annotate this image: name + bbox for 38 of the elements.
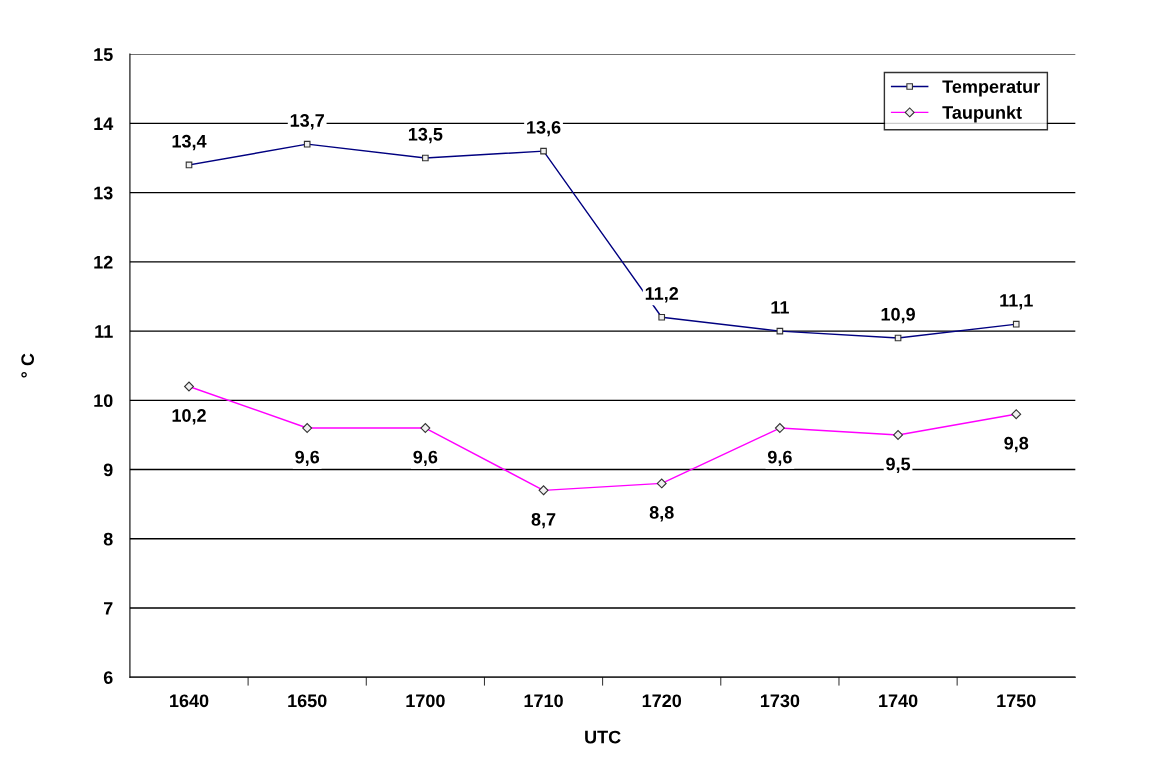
data-label: 10,2 <box>172 409 206 425</box>
data-label: 13,5 <box>408 127 443 144</box>
x-tick-label: 1700 <box>406 694 445 708</box>
legend-label: Taupunkt <box>942 105 1022 123</box>
data-label: 13,4 <box>172 134 207 151</box>
data-label: 10,9 <box>881 307 915 324</box>
y-tick-label: 15 <box>94 48 113 61</box>
data-label: 13,6 <box>527 120 561 137</box>
data-label: 8,8 <box>649 506 674 522</box>
y-tick-label: 11 <box>95 325 113 338</box>
y-tick-label: 13 <box>94 186 113 200</box>
data-label: 9,5 <box>886 457 911 473</box>
x-tick-label: 1640 <box>170 694 209 708</box>
data-label: 11,1 <box>1000 294 1033 310</box>
data-label: 9,6 <box>413 450 438 467</box>
legend-label: Temperatur <box>942 80 1040 97</box>
data-label: 9,8 <box>1004 436 1029 453</box>
y-tick-label: 10 <box>94 394 113 408</box>
data-label: 13,7 <box>290 114 324 130</box>
y-tick-label: 7 <box>103 602 113 615</box>
x-tick-label: 1730 <box>760 694 800 708</box>
x-tick-label: 1720 <box>642 694 682 708</box>
data-label: 8,7 <box>531 512 556 529</box>
x-tick-label: 1710 <box>524 694 563 708</box>
y-tick-label: 8 <box>103 532 113 546</box>
data-label: 11,2 <box>645 287 679 303</box>
x-axis-title: UTC <box>585 730 621 744</box>
y-tick-label: 6 <box>103 671 113 684</box>
data-label: 9,6 <box>767 450 792 467</box>
y-tick-label: 14 <box>94 117 114 130</box>
y-tick-label: 9 <box>103 463 113 477</box>
x-tick-label: 1750 <box>997 694 1036 708</box>
x-tick-label: 1740 <box>879 694 918 708</box>
data-label: 9,6 <box>295 450 320 467</box>
y-tick-label: 12 <box>94 255 113 269</box>
y-axis-title: ° C <box>21 353 35 378</box>
data-label: 11 <box>771 301 789 314</box>
x-tick-label: 1650 <box>288 694 327 708</box>
